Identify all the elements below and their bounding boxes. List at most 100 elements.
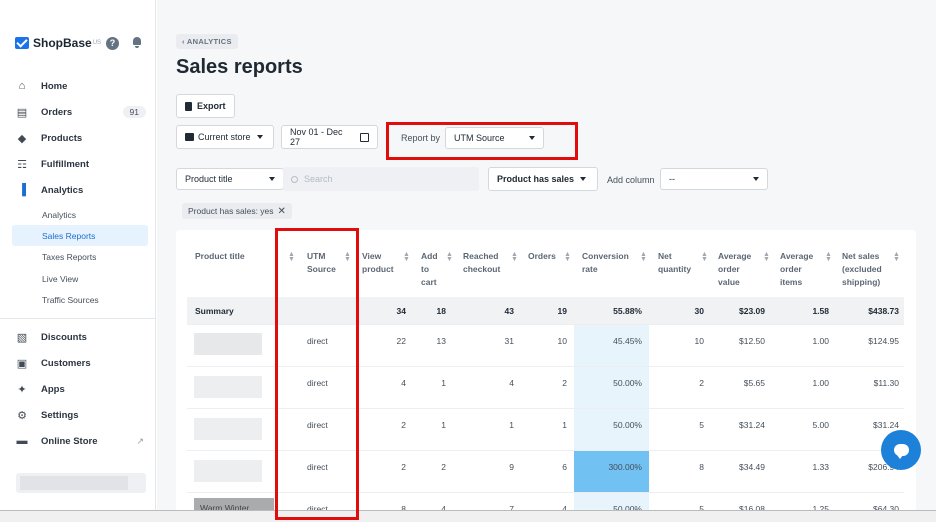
table-cell: 6 (562, 462, 567, 472)
sales-report-table: Product title UTM Source View product Ad… (176, 230, 916, 522)
table-cell: $5.65 (743, 378, 765, 388)
column-header-view-product[interactable]: View product (362, 251, 394, 274)
export-button[interactable]: Export (176, 94, 235, 118)
search-placeholder: Search (304, 174, 333, 184)
sidebar-subitem-label: Analytics (42, 210, 77, 220)
sort-icon[interactable]: ▲ ▼ (893, 251, 900, 263)
chevron-down-icon (580, 177, 587, 181)
search-input[interactable]: Search (283, 167, 479, 191)
add-column-select[interactable]: -- (660, 168, 768, 190)
orders-icon: ▤ (16, 106, 28, 119)
sidebar-subitem-taxes-reports[interactable]: Taxes Reports (12, 246, 148, 267)
sidebar-item-orders[interactable]: ▤ Orders 91 (0, 101, 156, 123)
table-cell: 50.00% (613, 378, 642, 388)
page-title: Sales reports (176, 56, 303, 78)
sidebar-item-apps[interactable]: ✦ Apps (0, 378, 156, 400)
product-filter-select[interactable]: Product title (176, 168, 284, 190)
column-header-add-to-cart[interactable]: Add to cart (421, 251, 438, 287)
sort-icon[interactable]: ▲ ▼ (640, 251, 647, 263)
sort-icon[interactable]: ▲ ▼ (825, 251, 832, 263)
table-cell: 13 (436, 336, 446, 346)
sidebar-item-online-store[interactable]: ▬ Online Store ↗ (0, 430, 156, 452)
column-header-avg-order-items[interactable]: Average order items (780, 251, 814, 287)
breadcrumb[interactable]: ‹ ANALYTICS (176, 34, 238, 49)
table-cell: $34.49 (739, 462, 765, 472)
sidebar-subitem-analytics[interactable]: Analytics (12, 204, 148, 225)
summary-cell: 43 (504, 306, 514, 316)
table-cell: 2 (562, 378, 567, 388)
product-thumbnail[interactable] (194, 460, 262, 482)
bar-chart-icon: ▐ (18, 184, 26, 196)
table-cell: 50.00% (613, 504, 642, 514)
table-cell: 10 (694, 336, 704, 346)
sidebar-item-label: Discounts (41, 331, 87, 343)
sort-icon[interactable]: ▲ ▼ (288, 251, 295, 263)
store-dropdown[interactable]: Current store (176, 125, 274, 149)
column-header-utm-source[interactable]: UTM Source (307, 251, 336, 274)
sort-icon[interactable]: ▲ ▼ (344, 251, 351, 263)
sort-icon[interactable]: ▲ ▼ (511, 251, 518, 263)
sidebar-item-home[interactable]: ⌂ Home (0, 75, 156, 97)
column-header-reached-checkout[interactable]: Reached checkout (463, 251, 501, 274)
sort-icon[interactable]: ▲ ▼ (403, 251, 410, 263)
column-header-net-quantity[interactable]: Net quantity (658, 251, 692, 274)
column-header-net-sales[interactable]: Net sales (excluded shipping) (842, 251, 882, 287)
row-divider (187, 366, 904, 367)
sort-icon[interactable]: ▲ ▼ (763, 251, 770, 263)
summary-cell: 30 (694, 306, 704, 316)
chat-button[interactable] (881, 430, 921, 470)
product-thumbnail[interactable] (194, 333, 262, 355)
sidebar-item-products[interactable]: ◆ Products (0, 127, 156, 149)
sidebar-subitem-traffic-sources[interactable]: Traffic Sources (12, 289, 148, 310)
table-cell: 7 (509, 504, 514, 514)
table-cell: 50.00% (613, 420, 642, 430)
sidebar-subitem-live-view[interactable]: Live View (12, 268, 148, 289)
sidebar-item-discounts[interactable]: ▧ Discounts (0, 326, 156, 348)
help-icon[interactable]: ? (106, 37, 119, 50)
column-header-conversion-rate[interactable]: Conversion rate (582, 251, 629, 274)
table-cell: 1.00 (812, 336, 829, 346)
sidebar-subitem-sales-reports[interactable]: Sales Reports (12, 225, 148, 246)
table-cell: 4 (509, 378, 514, 388)
sort-icon[interactable]: ▲ ▼ (564, 251, 571, 263)
table-cell: $11.30 (873, 378, 899, 388)
table-cell: 5 (699, 420, 704, 430)
sidebar-item-settings[interactable]: ⚙ Settings (0, 404, 156, 426)
table-cell: 300.00% (608, 462, 642, 472)
main-content: ‹ ANALYTICS Sales reports Export Current… (157, 0, 936, 522)
table-cell: direct (307, 378, 328, 388)
column-header-product-title[interactable]: Product title (195, 251, 245, 261)
table-cell: 4 (441, 504, 446, 514)
product-has-sales-button[interactable]: Product has sales (488, 167, 598, 191)
column-header-avg-order-value[interactable]: Average order value (718, 251, 752, 287)
window-bottom-edge (0, 510, 936, 522)
sidebar-item-customers[interactable]: ▣ Customers (0, 352, 156, 374)
close-icon[interactable]: ✕ (277, 205, 286, 217)
sidebar-item-label: Products (41, 132, 83, 144)
report-by-select[interactable]: UTM Source (445, 127, 544, 149)
product-filter-value: Product title (185, 174, 233, 184)
table-cell: 1.33 (812, 462, 829, 472)
store-switcher[interactable] (16, 473, 146, 493)
date-range-picker[interactable]: Nov 01 - Dec 27 (281, 125, 378, 149)
sidebar-item-analytics[interactable]: ▐ Analytics (0, 179, 156, 201)
orders-count-badge: 91 (122, 106, 146, 118)
external-link-icon[interactable]: ↗ (136, 435, 144, 446)
product-thumbnail[interactable] (194, 376, 262, 398)
brand-region: US (92, 40, 102, 46)
brand[interactable]: ShopBase US (15, 36, 101, 50)
sort-icon[interactable]: ▲ ▼ (446, 251, 453, 263)
table-cell: 2 (441, 462, 446, 472)
sidebar-subitem-label: Taxes Reports (42, 252, 97, 262)
sort-icon[interactable]: ▲ ▼ (701, 251, 708, 263)
bell-icon[interactable] (132, 37, 142, 48)
row-divider (187, 408, 904, 409)
product-thumbnail[interactable] (194, 418, 262, 440)
add-column-label: Add column (607, 175, 655, 185)
sidebar-item-label: Apps (41, 383, 65, 395)
table-cell: 1 (441, 378, 446, 388)
sidebar-item-fulfillment[interactable]: ☶ Fulfillment (0, 153, 156, 175)
column-header-orders[interactable]: Orders (528, 251, 556, 261)
export-label: Export (197, 101, 226, 111)
sidebar-divider (0, 318, 156, 319)
